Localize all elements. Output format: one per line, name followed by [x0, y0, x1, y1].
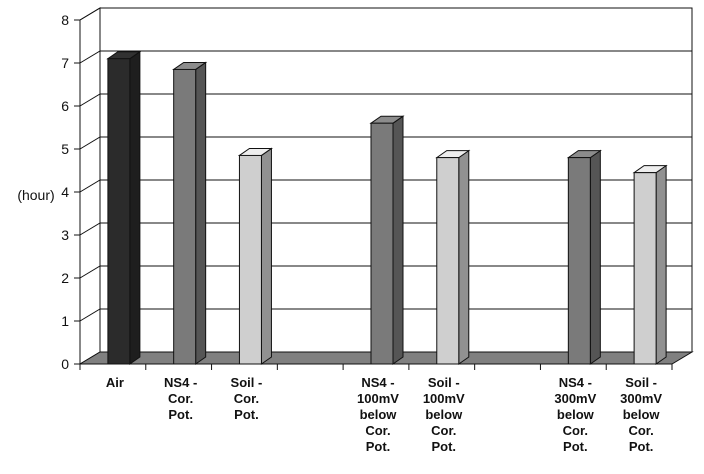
y-tick-label: 8 — [61, 12, 69, 28]
x-category-label: Soil -Cor. Pot. — [231, 375, 263, 422]
bar-side — [459, 151, 469, 364]
bar-front — [239, 155, 261, 364]
x-category-label: Soil -100mV below Cor. Pot. — [423, 375, 465, 454]
bar-side — [261, 148, 271, 364]
y-tick-label: 4 — [61, 184, 69, 200]
y-tick-labels: 0 1 2 3 4 5 6 7 8 — [61, 12, 69, 372]
bar-side — [656, 166, 666, 364]
bar-side — [130, 52, 140, 364]
y-tick-label: 0 — [61, 356, 69, 372]
bar-front — [371, 123, 393, 364]
bar — [239, 148, 271, 364]
y-tick-label: 5 — [61, 141, 69, 157]
bar-front — [174, 69, 196, 364]
y-tick-label: 2 — [61, 270, 69, 286]
bar — [174, 62, 206, 364]
x-category-labels: Air NS4 -Cor. Pot. Soil -Cor. Pot. NS4 -100mV… — [106, 375, 663, 454]
bar — [634, 166, 666, 364]
bar — [371, 116, 403, 364]
x-category-label: NS4 -100mV below Cor. Pot. — [357, 375, 399, 454]
bar — [568, 151, 600, 364]
bar-side — [590, 151, 600, 364]
bar-side — [393, 116, 403, 364]
bar-front — [108, 59, 130, 364]
y-axis-label: (hour) — [17, 187, 54, 203]
x-category-label: Soil -300mV below Cor. Pot. — [620, 375, 662, 454]
x-category-label: NS4 -Cor. Pot. — [164, 375, 197, 422]
y-tick-label: 6 — [61, 98, 69, 114]
bar-front — [568, 158, 590, 364]
bar — [108, 52, 140, 364]
x-category-label: Air — [106, 375, 124, 390]
bar-front — [634, 173, 656, 364]
x-category-label: NS4 -300mV below Cor. Pot. — [554, 375, 596, 454]
y-tick-label: 3 — [61, 227, 69, 243]
bar — [437, 151, 469, 364]
bar-front — [437, 158, 459, 364]
y-tick-label: 1 — [61, 313, 69, 329]
bar-side — [196, 62, 206, 364]
y-tick-label: 7 — [61, 55, 69, 71]
